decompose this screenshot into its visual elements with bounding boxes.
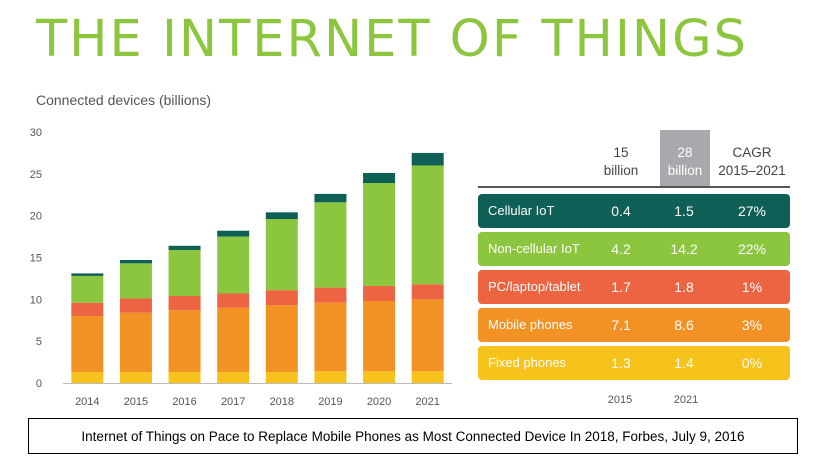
col-2015-header: 15 billion — [588, 130, 654, 188]
table-row: Non-cellular IoT 4.2 14.2 22% — [478, 232, 790, 266]
x-tick-label: 2015 — [124, 396, 148, 408]
row-value-2021: 1.5 — [674, 203, 694, 219]
bar-segment — [363, 301, 396, 372]
bar-segment — [265, 290, 298, 306]
bar-segment — [217, 372, 250, 383]
table-row: Fixed phones 1.3 1.4 0% — [478, 346, 790, 380]
y-tick-label: 10 — [30, 294, 42, 306]
bar-segment — [363, 172, 396, 184]
row-value-cagr: 0% — [741, 355, 763, 371]
col-2021-header: 28 billion — [660, 130, 710, 188]
row-value-2021: 14.2 — [670, 241, 698, 257]
bar-segment — [363, 285, 396, 302]
bar-segment — [411, 165, 444, 285]
table-row: PC/laptop/tablet 1.7 1.8 1% — [478, 270, 790, 304]
bar-segment — [265, 212, 298, 220]
bar-segment — [314, 371, 347, 383]
col-cagr-header-range: 2015–2021 — [718, 163, 786, 178]
row-label: Non-cellular IoT — [488, 241, 580, 256]
row-value-2015: 0.4 — [611, 203, 631, 219]
table-row: Mobile phones 7.1 8.6 3% — [478, 308, 790, 342]
y-tick-label: 25 — [30, 169, 42, 181]
row-label: Fixed phones — [488, 355, 567, 370]
bar-segment — [411, 299, 444, 372]
row-value-2021: 8.6 — [674, 317, 694, 333]
bar-segment — [314, 302, 347, 372]
row-value-2021: 1.8 — [674, 279, 694, 295]
bar-segment — [363, 371, 396, 383]
bar-segment — [265, 305, 298, 373]
row-value-2015: 1.7 — [611, 279, 631, 295]
bar-segment — [217, 230, 250, 237]
row-label: PC/laptop/tablet — [488, 279, 581, 294]
col-cagr-header: CAGR 2015–2021 — [714, 130, 790, 188]
bar-segment — [411, 371, 444, 383]
x-tick-label: 2021 — [415, 396, 439, 408]
bar-segment — [411, 152, 444, 166]
x-tick-label: 2014 — [75, 396, 99, 408]
source-caption: Internet of Things on Pace to Replace Mo… — [28, 418, 798, 454]
bar-segment — [217, 293, 250, 308]
row-value-cagr: 3% — [741, 317, 763, 333]
y-tick-label: 20 — [30, 211, 42, 223]
bar-segment — [168, 245, 201, 250]
bar-segment — [168, 372, 201, 383]
y-tick-label: 15 — [30, 253, 42, 265]
row-value-2015: 1.3 — [611, 355, 631, 371]
x-tick-label: 2016 — [172, 396, 196, 408]
footer-year-2021: 2021 — [673, 394, 699, 406]
bar-segment — [168, 295, 201, 311]
chart-subtitle: Connected devices (billions) — [36, 92, 212, 108]
x-tick-label: 2019 — [318, 396, 342, 408]
col-2015-header-unit: billion — [603, 163, 639, 178]
row-value-2021: 1.4 — [674, 355, 694, 371]
x-tick-label: 2020 — [367, 396, 391, 408]
footer-year-2015: 2015 — [607, 394, 633, 406]
bar-segment — [71, 275, 104, 303]
bar-segment — [217, 236, 250, 294]
bar-segment — [119, 372, 152, 383]
bar-segment — [314, 202, 347, 288]
table-row: Cellular IoT 0.4 1.5 27% — [478, 194, 790, 228]
bar-segment — [119, 260, 152, 264]
bar-segment — [71, 302, 104, 317]
bar-segment — [314, 193, 347, 203]
row-value-cagr: 27% — [737, 203, 767, 219]
row-label: Mobile phones — [488, 317, 573, 332]
row-value-cagr: 1% — [741, 279, 763, 295]
bar-segment — [265, 219, 298, 291]
bar-segment — [168, 249, 201, 296]
header-rule — [478, 186, 790, 188]
bar-segment — [168, 310, 201, 373]
y-tick-label: 30 — [30, 127, 42, 139]
bar-segment — [314, 287, 347, 303]
row-value-2015: 4.2 — [611, 241, 631, 257]
col-2021-header-unit: billion — [667, 163, 703, 178]
bar-segment — [217, 307, 250, 373]
bar-segment — [71, 372, 104, 383]
y-tick-label: 5 — [36, 336, 42, 348]
bar-segment — [119, 312, 152, 373]
col-2015-header-value: 15 — [613, 145, 629, 160]
bar-segment — [119, 263, 152, 299]
bar-segment — [71, 273, 104, 276]
stacked-bar-chart: 0 5 10 15 20 25 30 2014 2015 2016 2017 2018 2019 2020… — [30, 127, 452, 408]
bar-segment — [119, 298, 152, 313]
bar-segment — [265, 372, 298, 383]
row-value-2015: 7.1 — [611, 317, 631, 333]
col-2021-header-value: 28 — [677, 145, 693, 160]
col-cagr-header-title: CAGR — [732, 145, 772, 160]
y-tick-label: 0 — [36, 378, 42, 390]
bar-segment — [411, 284, 444, 300]
x-tick-label: 2017 — [221, 396, 245, 408]
x-tick-label: 2018 — [270, 396, 294, 408]
row-value-cagr: 22% — [737, 241, 767, 257]
bar-segment — [71, 316, 104, 373]
page-title: THE INTERNET OF THINGS — [36, 10, 748, 69]
bar-segment — [363, 183, 396, 286]
row-label: Cellular IoT — [488, 203, 555, 218]
